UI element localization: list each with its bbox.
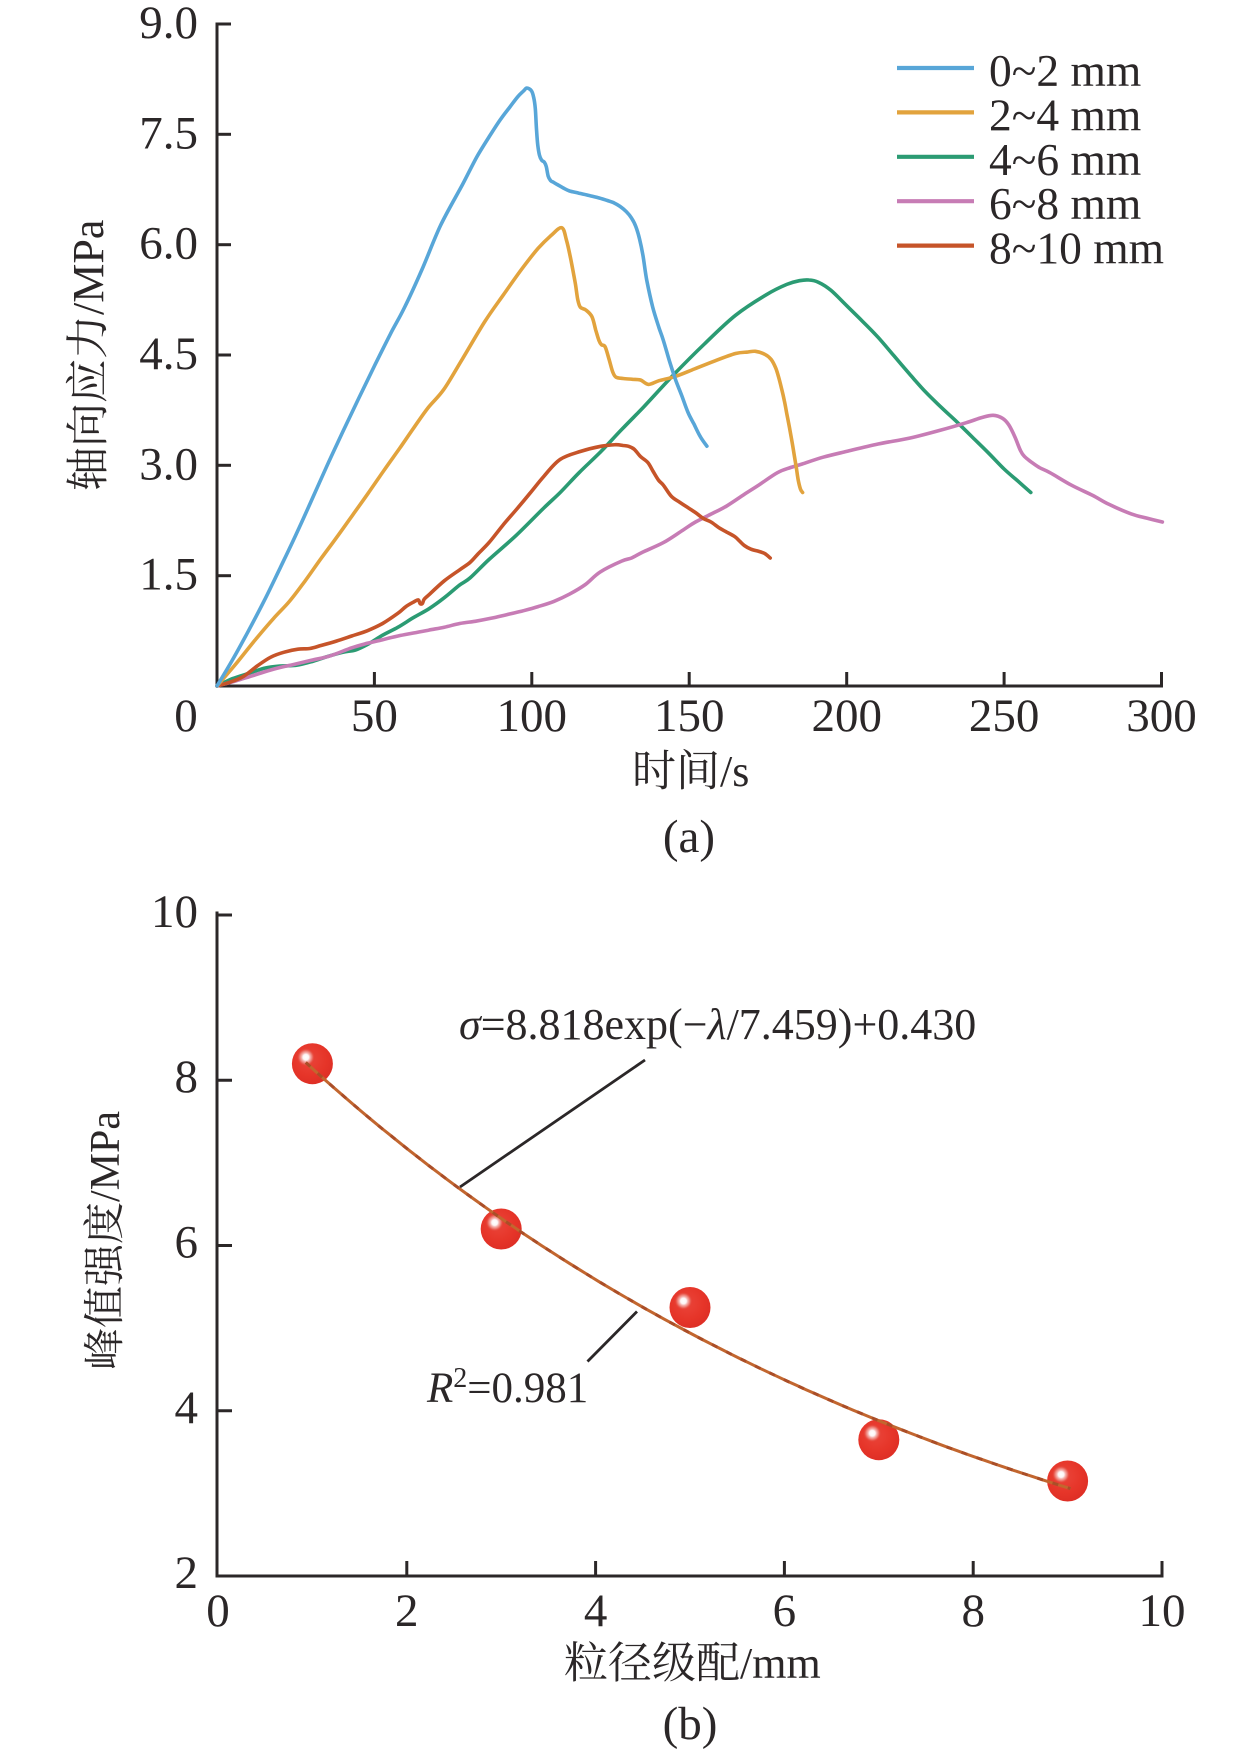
svg-text:200: 200: [811, 690, 882, 742]
svg-text:4.5: 4.5: [139, 328, 198, 380]
svg-text:(b): (b): [663, 1698, 718, 1749]
svg-text:250: 250: [969, 690, 1040, 742]
svg-text:0: 0: [206, 1585, 230, 1637]
svg-text:2: 2: [395, 1585, 419, 1637]
svg-text:0: 0: [174, 690, 198, 742]
svg-text:R2=0.981: R2=0.981: [426, 1363, 588, 1412]
svg-text:4~6 mm: 4~6 mm: [989, 134, 1141, 185]
svg-text:/s: /s: [720, 747, 749, 796]
svg-text:/MPa: /MPa: [64, 220, 113, 315]
svg-text:0~2 mm: 0~2 mm: [989, 45, 1141, 96]
svg-text:10: 10: [151, 886, 198, 938]
svg-text:10: 10: [1139, 1585, 1186, 1637]
svg-text:8~10 mm: 8~10 mm: [989, 223, 1164, 274]
svg-text:4: 4: [175, 1382, 199, 1434]
svg-text:(a): (a): [663, 811, 715, 863]
svg-text:300: 300: [1126, 690, 1197, 742]
svg-text:2: 2: [175, 1547, 199, 1599]
svg-text:6~8 mm: 6~8 mm: [989, 178, 1141, 229]
svg-text:σ=8.818exp(−λ/7.459)+0.430: σ=8.818exp(−λ/7.459)+0.430: [459, 1000, 976, 1049]
svg-text:6: 6: [175, 1217, 199, 1269]
svg-text:7.5: 7.5: [139, 107, 198, 159]
svg-text:150: 150: [654, 690, 725, 742]
svg-text:/MPa: /MPa: [83, 1111, 129, 1202]
svg-text:1.5: 1.5: [139, 549, 198, 601]
svg-text:50: 50: [351, 690, 398, 742]
svg-text:100: 100: [497, 690, 568, 742]
svg-text:3.0: 3.0: [139, 438, 198, 490]
svg-text:2~4 mm: 2~4 mm: [989, 89, 1141, 140]
svg-text:9.0: 9.0: [139, 0, 198, 49]
svg-text:6: 6: [773, 1585, 797, 1637]
svg-text:/mm: /mm: [740, 1639, 821, 1688]
svg-text:8: 8: [961, 1585, 985, 1637]
svg-text:4: 4: [584, 1585, 608, 1637]
svg-text:8: 8: [175, 1051, 199, 1103]
svg-text:6.0: 6.0: [139, 218, 198, 270]
